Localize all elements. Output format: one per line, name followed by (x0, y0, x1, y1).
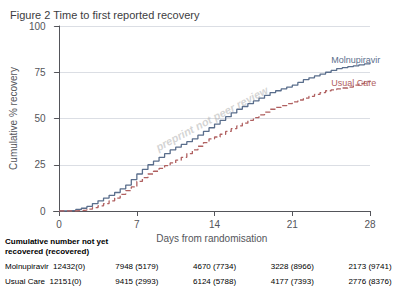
svg-text:25: 25 (34, 159, 46, 170)
svg-text:Usual Care 12151(0): Usual Care 12151(0) (5, 277, 82, 286)
svg-text:recovered (recovered): recovered (recovered) (5, 247, 89, 256)
svg-text:Cumulative % recovery: Cumulative % recovery (8, 67, 19, 170)
svg-text:2776 (8376): 2776 (8376) (348, 277, 391, 286)
svg-text:Molnupiravir: Molnupiravir (331, 55, 380, 65)
svg-text:9415 (2993): 9415 (2993) (115, 277, 158, 286)
svg-text:0: 0 (40, 206, 46, 217)
svg-text:3228 (8966): 3228 (8966) (271, 262, 314, 271)
svg-text:21: 21 (287, 219, 299, 230)
svg-text:Molnupiravir 12432(0): Molnupiravir 12432(0) (5, 262, 85, 271)
svg-text:4177 (7393): 4177 (7393) (271, 277, 314, 286)
svg-text:4670 (7734): 4670 (7734) (193, 262, 236, 271)
svg-text:Figure 2 Time to first reporte: Figure 2 Time to first reported recovery (10, 9, 200, 21)
svg-text:0: 0 (56, 219, 62, 230)
svg-text:75: 75 (34, 67, 46, 78)
svg-text:6124 (5788): 6124 (5788) (193, 277, 236, 286)
svg-text:50: 50 (34, 113, 46, 124)
svg-text:Days from randomisation: Days from randomisation (156, 233, 267, 244)
svg-text:28: 28 (364, 219, 376, 230)
svg-text:7948 (5179): 7948 (5179) (115, 262, 158, 271)
svg-text:100: 100 (29, 21, 46, 32)
svg-text:14: 14 (209, 219, 221, 230)
svg-text:preprint not peer review: preprint not peer review (153, 83, 271, 153)
svg-text:Cumulative number not yet: Cumulative number not yet (5, 237, 108, 246)
svg-text:7: 7 (134, 219, 140, 230)
svg-text:2173 (9741): 2173 (9741) (348, 262, 391, 271)
svg-text:Usual Care: Usual Care (331, 78, 376, 88)
